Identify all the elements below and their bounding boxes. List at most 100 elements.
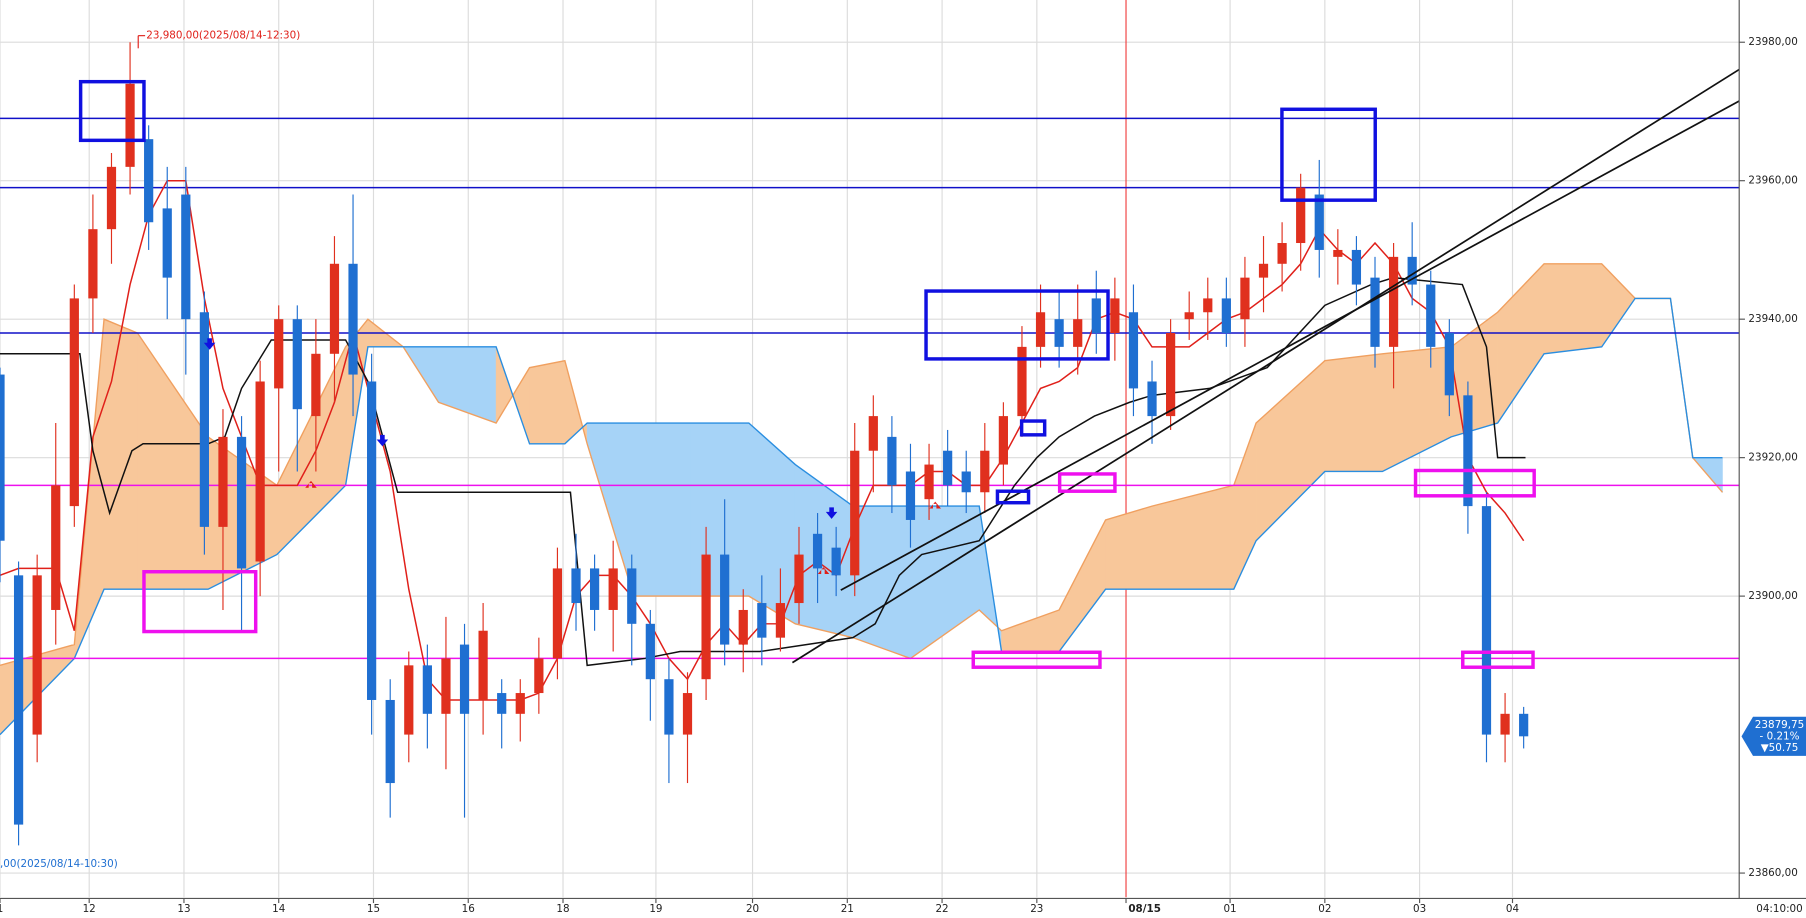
candle-body: [236, 436, 247, 569]
x-tick-label: 23: [1030, 903, 1043, 915]
candle-body: [218, 436, 228, 527]
signal-arrow: [929, 501, 942, 509]
candle-body: [1017, 346, 1027, 417]
x-tick-label: 08/15: [1128, 903, 1161, 915]
box: [1280, 107, 1377, 202]
box: [78, 79, 146, 143]
candle-body: [720, 554, 730, 645]
x-tick-label: 22: [935, 903, 948, 915]
y-tick-label: 23900,00: [1748, 590, 1797, 602]
y-tick-label: 23920,00: [1748, 452, 1797, 464]
low-label: ,00(2025/08/14-10:30): [0, 858, 118, 870]
candle-body: [1481, 506, 1492, 735]
box: [1413, 468, 1536, 498]
candle-body: [13, 575, 24, 825]
candle-body: [1407, 256, 1417, 285]
box: [1461, 650, 1535, 669]
cloud: [0, 263, 1723, 736]
candle-body: [292, 319, 302, 410]
candle-body: [961, 471, 971, 493]
candle-body: [924, 464, 934, 500]
y-tick-label: 23940,00: [1748, 313, 1797, 325]
x-tick-label: 13: [177, 903, 190, 915]
cloud-fill: [690, 422, 750, 597]
box: [924, 289, 1110, 361]
candle-body: [1240, 277, 1250, 320]
candle-body: [255, 381, 265, 562]
time-label: 04:10:00: [1756, 903, 1802, 915]
candle-body: [181, 194, 191, 320]
candles: [0, 42, 1529, 846]
candle-body: [552, 568, 563, 659]
candle-body: [106, 166, 117, 230]
high-label: 23,980,00(2025/08/14-12:30): [146, 30, 300, 42]
y-axis-panel: [1739, 0, 1806, 918]
cloud-fill: [529, 360, 566, 445]
candle-body: [1147, 381, 1157, 417]
candle-body: [144, 139, 154, 223]
candle-body: [645, 623, 655, 680]
candle-body: [1258, 263, 1269, 278]
box: [142, 570, 258, 634]
y-tick-label: 23960,00: [1748, 175, 1797, 187]
candle-body: [775, 603, 786, 638]
candle-body: [1073, 319, 1083, 347]
x-tick-label: 12: [83, 903, 96, 915]
candle-body: [738, 609, 748, 645]
candle-body: [1128, 312, 1139, 389]
candle-body: [1035, 312, 1046, 347]
candle-body: [1314, 194, 1324, 250]
candle-body: [794, 554, 804, 604]
candle-body: [497, 693, 507, 714]
candle-body: [1463, 395, 1473, 507]
cloud-fill: [852, 505, 911, 659]
candle-body: [831, 547, 841, 576]
candle-body: [311, 353, 321, 417]
x-tick-label: 19: [649, 903, 662, 915]
candle-body: [943, 450, 953, 486]
candle-body: [1296, 187, 1306, 244]
change-percent: - 0.21%: [1760, 730, 1800, 742]
candle-body: [515, 693, 525, 714]
labels: 23,980,00(2025/08/14-12:30) ,00(2025/08/…: [0, 30, 1803, 915]
candle-body: [627, 568, 637, 624]
candle-body: [459, 644, 470, 714]
price-box: 23879,75- 0.21%▼50.75: [1741, 716, 1806, 756]
signal-arrow: [817, 567, 830, 575]
x-tick-label: 21: [841, 903, 854, 915]
candle-body: [385, 699, 395, 784]
candle-body: [0, 374, 5, 541]
candle-body: [998, 416, 1008, 465]
candle-body: [162, 208, 172, 278]
x-tick-label: 16: [462, 903, 475, 915]
x-axis-panel: [0, 898, 1806, 918]
candle-body: [980, 450, 990, 493]
candle-body: [1388, 256, 1399, 347]
y-tick-label: 23860,00: [1748, 867, 1797, 879]
signal-arrow: [825, 507, 838, 519]
candle-body: [1110, 298, 1120, 334]
candle-body: [589, 568, 600, 610]
candle-body: [534, 658, 544, 694]
candle-body: [32, 575, 42, 735]
candle-body: [199, 312, 209, 527]
candle-body: [1500, 713, 1510, 735]
candle-body: [1166, 333, 1176, 417]
trend-line: [840, 95, 1748, 591]
candle-body: [1277, 243, 1287, 264]
x-tick-label: 14: [272, 903, 285, 915]
box: [1057, 472, 1117, 493]
candle-body: [1184, 312, 1194, 320]
candle-body: [757, 603, 767, 638]
candle-body: [682, 693, 693, 735]
candle-body: [1426, 284, 1436, 347]
indicator-line: [0, 276, 1526, 667]
candle-body: [478, 630, 488, 700]
candle-body: [51, 485, 61, 610]
cloud-fill: [633, 422, 692, 597]
change-points: ▼50.75: [1761, 742, 1799, 754]
